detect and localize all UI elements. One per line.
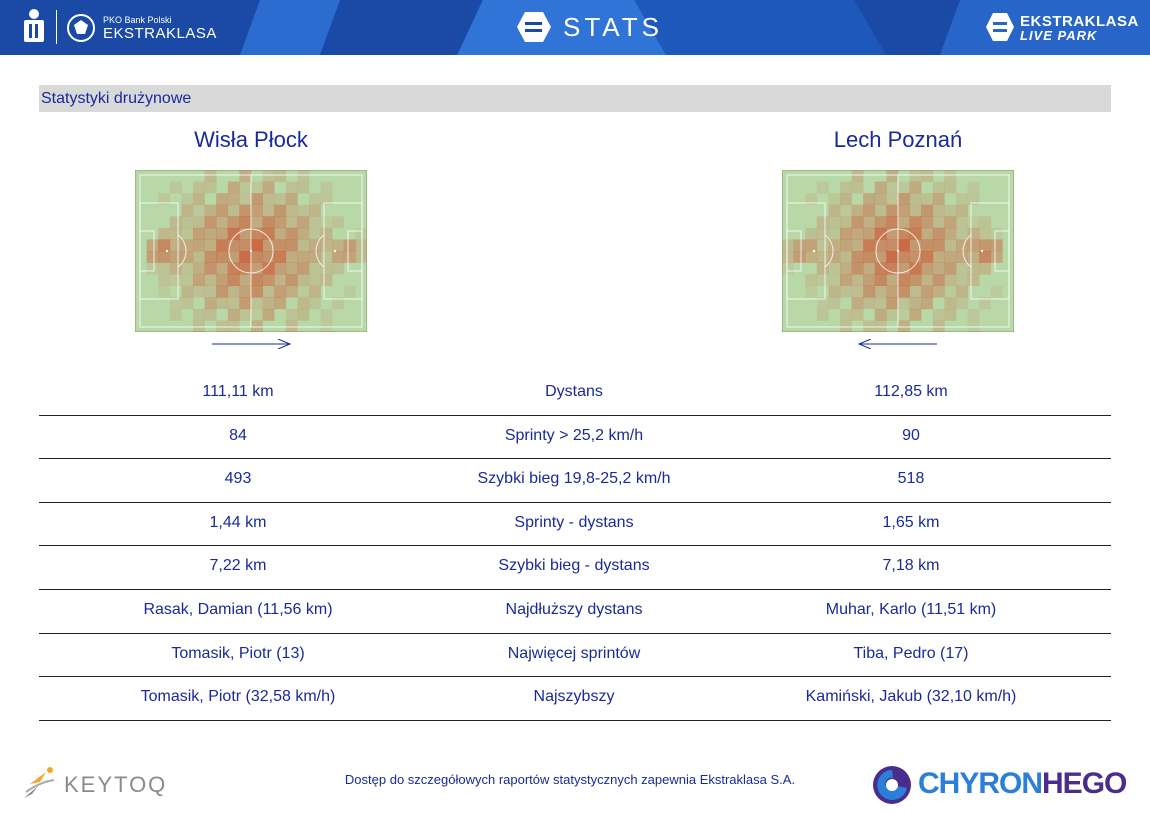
livepark-line1: EKSTRAKLASA: [1020, 13, 1139, 30]
heat-cells: [782, 170, 1003, 332]
away-value: 7,18 km: [882, 557, 940, 575]
away-direction-arrow-icon: [857, 339, 937, 349]
home-heatmap: [135, 170, 367, 332]
table-row: 7,22 km Szybki bieg - dystans 7,18 km: [39, 546, 1111, 590]
away-heatmap: [782, 170, 1014, 332]
banner-shape: [634, 0, 886, 55]
stat-label: Sprinty - dystans: [514, 513, 634, 531]
section-title: Statystyki drużynowe: [41, 90, 192, 107]
section-header: Statystyki drużynowe: [39, 85, 1111, 112]
home-value: 84: [229, 426, 247, 444]
table-row: 1,44 km Sprinty - dystans 1,65 km: [39, 503, 1111, 547]
home-value: Rasak, Damian (11,56 km): [143, 600, 333, 618]
home-direction-arrow-icon: [212, 339, 292, 349]
keytoq-logo-text: KEYTOQ: [64, 772, 168, 797]
table-row: 84 Sprinty > 25,2 km/h 90: [39, 416, 1111, 460]
stat-label: Najszybszy: [533, 688, 615, 706]
table-row: Tomasik, Piotr (13) Najwięcej sprintów T…: [39, 634, 1111, 678]
home-value: 7,22 km: [209, 557, 267, 575]
livepark-line2: LIVE PARK: [1020, 28, 1098, 43]
away-value: Tiba, Pedro (17): [853, 644, 969, 662]
away-value: 112,85 km: [874, 383, 948, 400]
table-row: Rasak, Damian (11,56 km) Najdłuższy dyst…: [39, 590, 1111, 634]
home-value: 493: [224, 470, 252, 488]
chyron-text: CHYRON: [918, 767, 1043, 800]
home-value: 111,11 km: [202, 383, 274, 400]
chyronhego-logo-text: CHYRONHEGO: [918, 767, 1127, 801]
keytoq-logo-icon: [24, 767, 55, 798]
table-row: Tomasik, Piotr (32,58 km/h) Najszybszy K…: [39, 677, 1111, 721]
stat-label: Szybki bieg 19,8-25,2 km/h: [477, 470, 671, 488]
table-row: 111,11 km Dystans 112,85 km: [39, 372, 1111, 416]
home-value: 1,44 km: [209, 513, 267, 531]
ekstraklasa-ball-icon: [67, 14, 95, 42]
pko-logo-icon: [24, 9, 44, 42]
stats-table: 111,11 km Dystans 112,85 km 84 Sprinty >…: [39, 372, 1111, 721]
top-banner: PKO Bank Polski EKSTRAKLASA STATS EKSTRA…: [0, 0, 1150, 55]
pko-bank-label: PKO Bank Polski: [103, 15, 172, 25]
stats-logo-icon: [517, 12, 551, 42]
chyronhego-logo-icon: [873, 766, 911, 804]
banner-shape: [239, 0, 341, 55]
away-value: 1,65 km: [882, 513, 940, 531]
table-row: 493 Szybki bieg 19,8-25,2 km/h 518: [39, 459, 1111, 503]
away-value: Kamiński, Jakub (32,10 km/h): [805, 688, 1017, 706]
away-value: 90: [902, 426, 920, 444]
away-value: Muhar, Karlo (11,51 km): [825, 600, 997, 618]
home-value: Tomasik, Piotr (13): [171, 644, 305, 662]
stat-label: Szybki bieg - dystans: [498, 557, 650, 575]
footer-note: Dostęp do szczegółowych raportów statyst…: [344, 772, 796, 787]
home-value: Tomasik, Piotr (32,58 km/h): [140, 688, 336, 706]
stat-label: Sprinty > 25,2 km/h: [504, 426, 644, 444]
heat-cells: [146, 170, 367, 332]
header-divider: [56, 10, 57, 44]
stat-label: Dystans: [545, 383, 603, 400]
stat-label: Najdłuższy dystans: [505, 600, 643, 618]
stats-title: STATS: [563, 12, 663, 42]
hego-text: HEGO: [1042, 767, 1127, 800]
stat-label: Najwięcej sprintów: [507, 644, 641, 662]
away-team-name: Lech Poznań: [833, 127, 963, 152]
ekstraklasa-label: EKSTRAKLASA: [103, 25, 217, 42]
livepark-logo-icon: [986, 13, 1014, 41]
away-value: 518: [897, 470, 925, 488]
home-team-name: Wisła Płock: [194, 127, 308, 152]
